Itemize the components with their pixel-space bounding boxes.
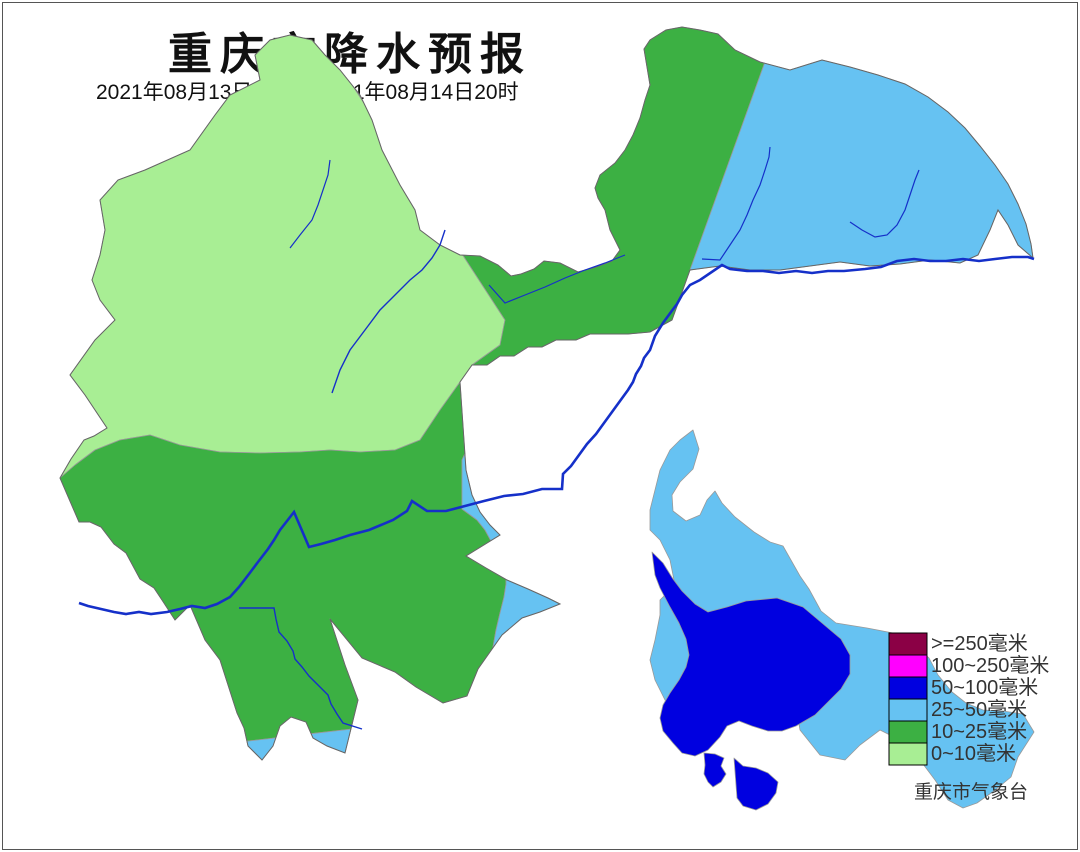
svg-text:100~250毫米: 100~250毫米 bbox=[931, 654, 1049, 677]
svg-text:25~50毫米: 25~50毫米 bbox=[931, 698, 1027, 721]
svg-text:10~25毫米: 10~25毫米 bbox=[931, 720, 1027, 743]
svg-text:50~100毫米: 50~100毫米 bbox=[931, 676, 1038, 699]
svg-text:重庆市气象台: 重庆市气象台 bbox=[914, 781, 1028, 803]
svg-text:>=250毫米: >=250毫米 bbox=[931, 632, 1028, 655]
svg-text:0~10毫米: 0~10毫米 bbox=[931, 742, 1016, 765]
